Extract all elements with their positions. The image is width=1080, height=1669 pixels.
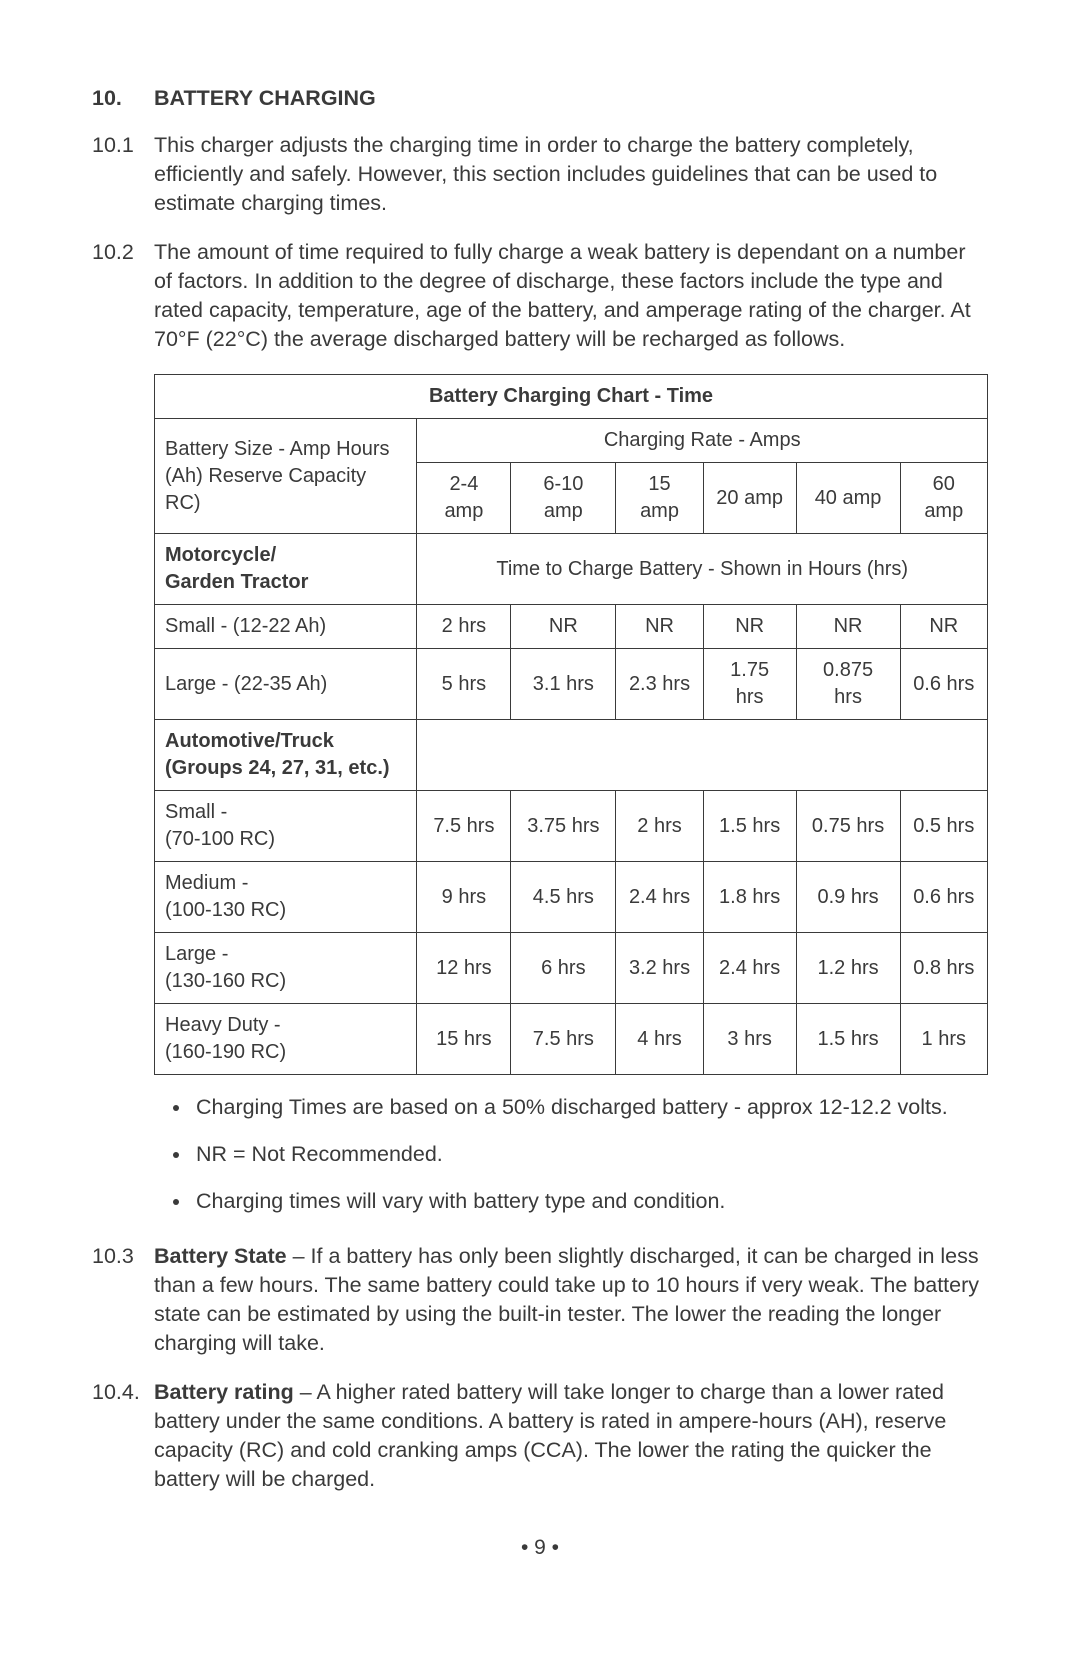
cell: NR [796,605,900,649]
para-lead: Battery rating [154,1380,294,1404]
para-body: Battery rating – A higher rated battery … [154,1378,988,1494]
cell: 1.5 hrs [703,791,796,862]
charging-chart: Battery Charging Chart - Time Battery Si… [154,374,988,1075]
list-item: Charging Times are based on a 50% discha… [192,1093,988,1122]
table-row: Medium -(100-130 RC) 9 hrs 4.5 hrs 2.4 h… [155,862,988,933]
table-row: Large - (22-35 Ah) 5 hrs 3.1 hrs 2.3 hrs… [155,649,988,720]
cell: 7.5 hrs [417,791,511,862]
group1-label: Motorcycle/Garden Tractor [165,544,308,593]
amp-col: 6-10 amp [511,463,616,534]
cell: 1.8 hrs [703,862,796,933]
section-number: 10. [92,84,154,113]
para-10-1: 10.1 This charger adjusts the charging t… [92,131,988,218]
table-row: Heavy Duty -(160-190 RC) 15 hrs 7.5 hrs … [155,1004,988,1075]
cell: 2.4 hrs [703,933,796,1004]
amp-col: 15 amp [616,463,703,534]
left-header-l2: (Ah) Reserve Capacity RC) [165,465,366,514]
list-item: NR = Not Recommended. [192,1140,988,1169]
cell: 0.8 hrs [900,933,987,1004]
group-header: Motorcycle/Garden Tractor [155,534,417,605]
row-label: Medium -(100-130 RC) [155,862,417,933]
para-10-2: 10.2 The amount of time required to full… [92,238,988,354]
cell: 0.6 hrs [900,649,987,720]
para-10-3: 10.3 Battery State – If a battery has on… [92,1242,988,1358]
para-10-4: 10.4. Battery rating – A higher rated ba… [92,1378,988,1494]
empty-cell [417,720,988,791]
notes-list: Charging Times are based on a 50% discha… [154,1093,988,1216]
para-body: This charger adjusts the charging time i… [154,131,988,218]
group1-note: Time to Charge Battery - Shown in Hours … [417,534,988,605]
group-header: Automotive/Truck(Groups 24, 27, 31, etc.… [155,720,417,791]
cell: 1.75 hrs [703,649,796,720]
left-header-l1: Battery Size - Amp Hours [165,438,390,460]
left-header: Battery Size - Amp Hours (Ah) Reserve Ca… [155,419,417,534]
table-row: Battery Charging Chart - Time [155,375,988,419]
para-body: The amount of time required to fully cha… [154,238,988,354]
para-number: 10.1 [92,131,154,218]
table-row: Battery Size - Amp Hours (Ah) Reserve Ca… [155,419,988,463]
table-row: Motorcycle/Garden Tractor Time to Charge… [155,534,988,605]
cell: NR [900,605,987,649]
row-label: Small -(70-100 RC) [155,791,417,862]
list-item: Charging times will vary with battery ty… [192,1187,988,1216]
cell: 3 hrs [703,1004,796,1075]
cell: 1.2 hrs [796,933,900,1004]
cell: 4.5 hrs [511,862,616,933]
cell: 1 hrs [900,1004,987,1075]
row-label: Large - (22-35 Ah) [155,649,417,720]
cell: 0.875 hrs [796,649,900,720]
para-body: Battery State – If a battery has only be… [154,1242,988,1358]
table-row: Small -(70-100 RC) 7.5 hrs 3.75 hrs 2 hr… [155,791,988,862]
cell: 0.5 hrs [900,791,987,862]
para-number: 10.2 [92,238,154,354]
section-title: BATTERY CHARGING [154,84,376,113]
cell: NR [703,605,796,649]
table-row: Large -(130-160 RC) 12 hrs 6 hrs 3.2 hrs… [155,933,988,1004]
cell: 2 hrs [417,605,511,649]
para-lead: Battery State [154,1244,287,1268]
cell: 0.6 hrs [900,862,987,933]
para-number: 10.4. [92,1378,154,1494]
table-row: Small - (12-22 Ah) 2 hrs NR NR NR NR NR [155,605,988,649]
row-label: Large -(130-160 RC) [155,933,417,1004]
group2-label: Automotive/Truck(Groups 24, 27, 31, etc.… [165,730,390,779]
row-label: Heavy Duty -(160-190 RC) [155,1004,417,1075]
rate-header: Charging Rate - Amps [417,419,988,463]
cell: NR [616,605,703,649]
cell: 4 hrs [616,1004,703,1075]
chart-title: Battery Charging Chart - Time [155,375,988,419]
cell: 0.75 hrs [796,791,900,862]
cell: 3.75 hrs [511,791,616,862]
section-heading: 10. BATTERY CHARGING [92,84,988,113]
page-number: • 9 • [92,1534,988,1562]
cell: 15 hrs [417,1004,511,1075]
cell: 1.5 hrs [796,1004,900,1075]
cell: 3.2 hrs [616,933,703,1004]
amp-col: 20 amp [703,463,796,534]
cell: 2 hrs [616,791,703,862]
cell: 7.5 hrs [511,1004,616,1075]
cell: 3.1 hrs [511,649,616,720]
amp-col: 40 amp [796,463,900,534]
cell: 2.3 hrs [616,649,703,720]
cell: NR [511,605,616,649]
cell: 9 hrs [417,862,511,933]
amp-col: 2-4 amp [417,463,511,534]
cell: 6 hrs [511,933,616,1004]
cell: 0.9 hrs [796,862,900,933]
table-row: Automotive/Truck(Groups 24, 27, 31, etc.… [155,720,988,791]
para-number: 10.3 [92,1242,154,1358]
row-label: Small - (12-22 Ah) [155,605,417,649]
cell: 2.4 hrs [616,862,703,933]
amp-col: 60 amp [900,463,987,534]
cell: 12 hrs [417,933,511,1004]
cell: 5 hrs [417,649,511,720]
